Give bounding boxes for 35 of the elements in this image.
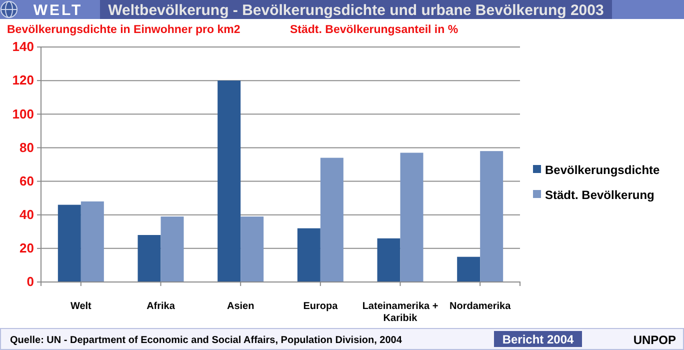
bar xyxy=(240,216,264,282)
bar xyxy=(297,228,320,282)
legend-label: Städt. Bevölkerung xyxy=(545,188,654,202)
x-tick-label: Europa xyxy=(303,301,338,312)
bar xyxy=(218,80,241,282)
chart-title: Weltbevölkerung - Bevölkerungsdichte und urbane Bevölkerung 2003 xyxy=(108,2,604,19)
bar xyxy=(138,235,161,282)
bar xyxy=(400,152,424,282)
y-tick-label: 140 xyxy=(12,39,34,54)
bar xyxy=(457,256,480,282)
source-note: Quelle: UN - Department of Economic and Social Affairs, Population Division, 2004 xyxy=(10,335,402,346)
x-tick-label: Afrika xyxy=(146,301,176,312)
bar xyxy=(320,158,344,282)
y-tick-label: 20 xyxy=(20,240,34,256)
legend-label: Bevölkerungsdichte xyxy=(545,163,660,177)
text: Städt. Bevölkerungsanteil in % xyxy=(290,24,458,36)
y-tick-label: 120 xyxy=(12,72,34,88)
text: Bericht 2004 xyxy=(502,332,574,346)
y-tick-label: 100 xyxy=(12,106,34,122)
y-tick-label: 0 xyxy=(26,274,34,290)
text: WELT xyxy=(33,2,83,19)
x-tick-label: Lateinamerika + Karibik xyxy=(362,301,438,324)
x-tick-label: Welt xyxy=(70,301,92,312)
y-tick-label: 40 xyxy=(20,207,34,222)
x-tick-label: Asien xyxy=(226,301,254,312)
bar xyxy=(58,204,81,282)
y-axis-title: Bevölkerungsdichte in Einwohner pro km2 xyxy=(7,24,240,36)
bar xyxy=(480,151,504,282)
bar xyxy=(377,238,400,282)
x-tick-label: Nordamerika xyxy=(450,301,512,312)
bar xyxy=(80,201,104,282)
y-tick-label: 60 xyxy=(20,173,34,188)
text: UNPOP xyxy=(633,333,676,347)
bar xyxy=(160,216,184,282)
y-tick-label: 80 xyxy=(20,140,34,155)
